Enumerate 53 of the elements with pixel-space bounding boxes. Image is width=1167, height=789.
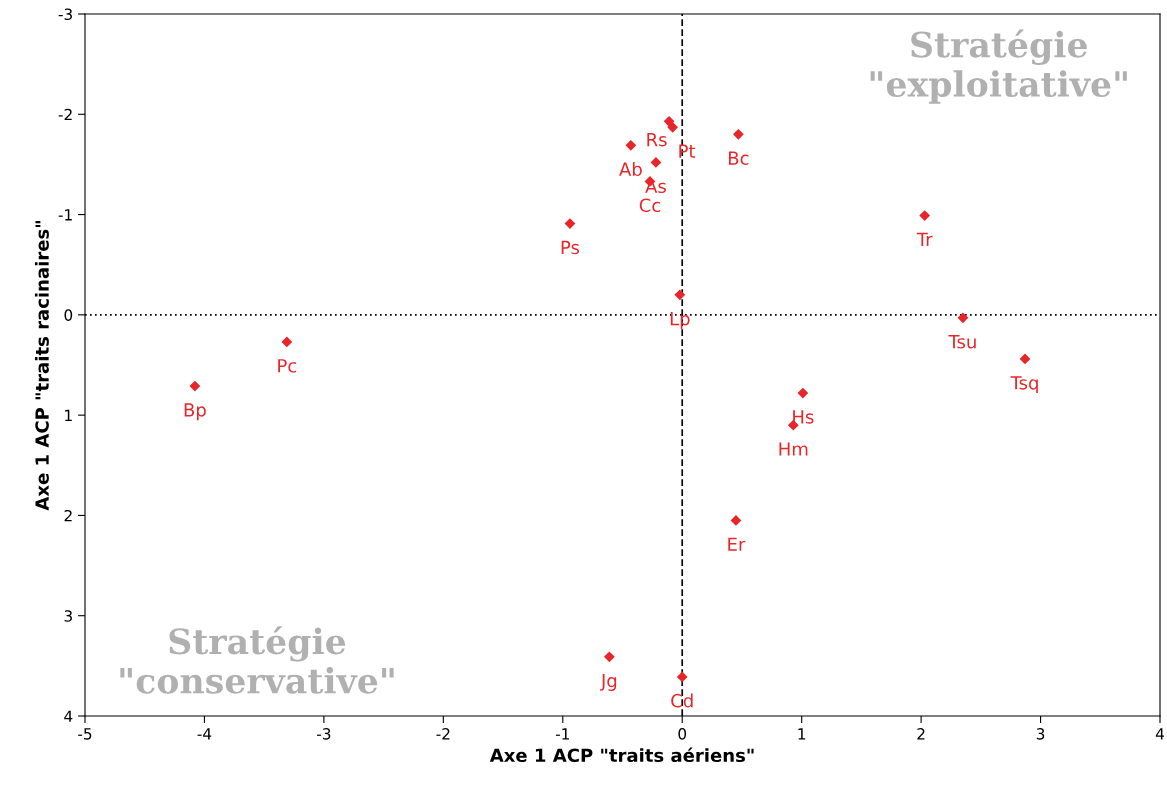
annotation: Stratégie "exploitative" bbox=[870, 29, 1127, 104]
annotation: Pc bbox=[278, 359, 297, 373]
point bbox=[797, 387, 809, 399]
annotation: Lp bbox=[670, 312, 690, 329]
annotation: Stratégie "conservative" bbox=[120, 626, 394, 694]
point bbox=[281, 336, 293, 348]
annotation: Cd bbox=[671, 693, 693, 708]
annotation: Pt bbox=[679, 144, 696, 158]
y-tick-label: -3 bbox=[58, 8, 72, 21]
x-tick-label: 2 bbox=[917, 728, 925, 740]
x-tick-label: -1 bbox=[555, 728, 569, 740]
annotation: Cc bbox=[639, 198, 661, 213]
y-tick-label: -2 bbox=[58, 108, 72, 121]
x-tick-label: -5 bbox=[78, 728, 92, 740]
x-tick-label: -3 bbox=[317, 728, 331, 740]
point bbox=[919, 210, 931, 221]
y-tick-label: 3 bbox=[64, 610, 72, 622]
x-tick-label: 4 bbox=[1155, 728, 1164, 740]
x-tick-label: 3 bbox=[1036, 728, 1045, 740]
annotation: Hm bbox=[779, 442, 808, 456]
y-tick-label: -1 bbox=[58, 209, 72, 221]
x-tick-label: -4 bbox=[197, 728, 212, 740]
x-tick-label: 0 bbox=[678, 728, 687, 740]
annotation: Tsu bbox=[948, 335, 976, 349]
y-tick-label: 4 bbox=[64, 710, 73, 722]
point bbox=[957, 312, 969, 324]
annotation: Tsq bbox=[1010, 376, 1038, 394]
y-tick-label: 2 bbox=[64, 509, 72, 522]
point bbox=[189, 380, 201, 392]
annotation: Rs bbox=[647, 132, 667, 147]
x-tick-label: 1 bbox=[798, 728, 806, 740]
point bbox=[603, 651, 615, 663]
point bbox=[564, 218, 576, 229]
annotation: Jg bbox=[600, 674, 617, 691]
annotation: Bp bbox=[184, 403, 206, 421]
annotation: Ps bbox=[561, 240, 580, 255]
y-axis-title: Axe 1 ACP "traits racinaires" bbox=[34, 221, 49, 511]
point bbox=[625, 139, 637, 151]
x-tick-label: -2 bbox=[436, 728, 450, 740]
annotation: Hs bbox=[793, 410, 814, 424]
point bbox=[732, 128, 744, 140]
annotation: Tr bbox=[916, 232, 933, 246]
x-axis-title: Axe 1 ACP "traits aériens" bbox=[489, 747, 754, 763]
point bbox=[650, 157, 662, 168]
point bbox=[676, 671, 688, 683]
point bbox=[1019, 353, 1031, 365]
y-tick-label: 0 bbox=[64, 309, 73, 321]
point bbox=[667, 121, 679, 133]
annotation: Er bbox=[728, 537, 746, 551]
annotation: Bc bbox=[728, 151, 749, 165]
y-tick-label: 1 bbox=[65, 409, 72, 421]
point bbox=[674, 289, 686, 301]
annotation: Ab bbox=[619, 162, 642, 177]
